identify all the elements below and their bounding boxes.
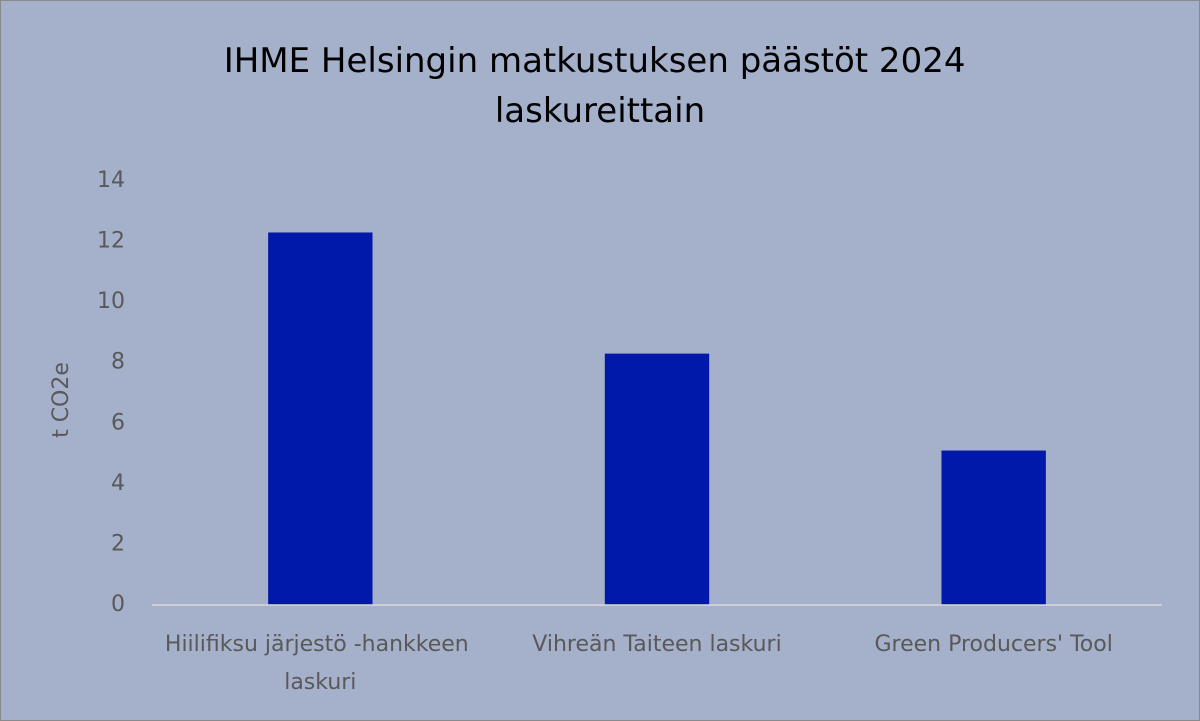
y-axis-label: t CO2e <box>49 362 74 438</box>
y-tick-label: 4 <box>111 471 125 496</box>
x-tick-label: Green Producers' Tool <box>874 632 1112 657</box>
x-tick-label: Vihreän Taiteen laskuri <box>532 632 781 657</box>
y-tick-label: 10 <box>97 289 125 314</box>
y-tick-label: 14 <box>97 168 125 193</box>
bar <box>941 450 1046 605</box>
y-tick-label: 8 <box>111 350 125 375</box>
y-tick-label: 6 <box>111 410 125 435</box>
bar <box>268 232 373 605</box>
y-tick-label: 12 <box>97 229 125 254</box>
y-tick-label: 0 <box>111 592 125 617</box>
x-tick-label: Hiilifiksu järjestö -hankkeen laskuri <box>165 632 476 695</box>
y-tick-label: 2 <box>111 531 125 556</box>
chart-title: IHME Helsingin matkustuksen päästöt 2024… <box>224 41 977 131</box>
bar <box>604 353 710 605</box>
